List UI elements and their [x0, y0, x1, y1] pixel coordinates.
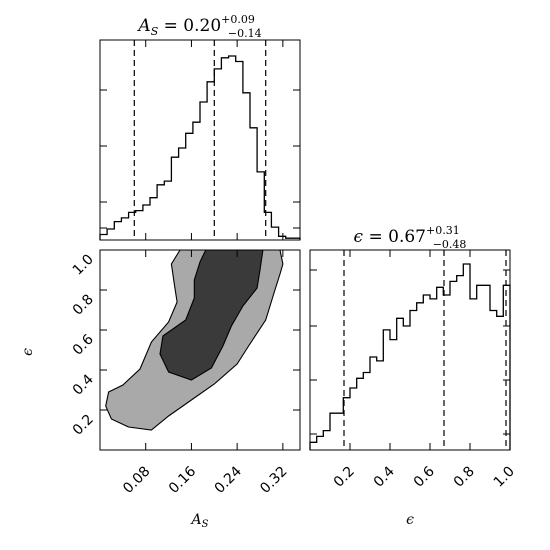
epsilon-quantile-lines — [343, 250, 507, 450]
x-tick-label: 0.24 — [212, 463, 245, 496]
joint-ylabel: ϵ — [20, 348, 36, 356]
x-tick-label: 0.08 — [120, 464, 153, 497]
epsilon-axes-frame — [309, 249, 511, 451]
x-tick-label: 0.8 — [451, 464, 478, 491]
y-tick-label: 0.6 — [70, 331, 97, 358]
joint-panel: 0.08 0.16 0.24 0.32 0.2 0.4 0.6 0.8 1.0 AS ϵ — [20, 249, 301, 530]
x-tick-label: 0.16 — [166, 463, 199, 496]
as-title-plus: +0.09 — [221, 13, 255, 26]
epsilon-title-minus: −0.48 — [433, 238, 467, 251]
as-axes-frame — [99, 39, 301, 241]
epsilon-xlabel: ϵ — [406, 512, 414, 528]
joint-xlabel-symbol: A — [190, 512, 202, 528]
epsilon-ticks: 0.2 0.4 0.6 0.8 1.0 — [310, 250, 518, 491]
joint-xlabel-subscript: S — [202, 519, 209, 530]
y-tick-label: 0.2 — [70, 412, 97, 439]
joint-xlabel: AS — [190, 512, 209, 530]
epsilon-title: ϵ = 0.67+0.31 −0.48 — [354, 224, 467, 251]
x-tick-label: 0.6 — [411, 463, 438, 490]
as-title-symbol: A — [136, 16, 150, 36]
as-title-median: 0.20 — [183, 16, 221, 36]
x-tick-label: 0.2 — [331, 464, 358, 491]
as-title-minus: −0.14 — [228, 27, 262, 40]
y-tick-label: 0.4 — [70, 371, 97, 398]
epsilon-title-symbol: ϵ — [354, 227, 364, 247]
as-histogram — [99, 55, 301, 240]
as-ticks — [100, 40, 300, 240]
x-tick-label: 1.0 — [491, 464, 518, 491]
epsilon-marginal-panel: ϵ = 0.67+0.31 −0.48 0.2 0.4 0.6 0.8 1.0 ϵ — [309, 224, 518, 528]
as-marginal-panel: AS = 0.20+0.09 −0.14 — [99, 13, 301, 241]
as-title-subscript: S — [151, 25, 159, 38]
as-title: AS = 0.20+0.09 −0.14 — [136, 13, 261, 40]
epsilon-title-plus: +0.31 — [426, 224, 460, 237]
as-quantile-lines — [133, 40, 267, 240]
y-tick-label: 0.8 — [70, 292, 97, 319]
x-tick-label: 0.32 — [257, 464, 290, 497]
joint-axes-frame — [99, 249, 301, 451]
epsilon-title-median: 0.67 — [388, 227, 426, 247]
x-tick-label: 0.4 — [371, 463, 398, 490]
y-tick-label: 1.0 — [70, 252, 97, 279]
epsilon-histogram — [309, 263, 511, 450]
